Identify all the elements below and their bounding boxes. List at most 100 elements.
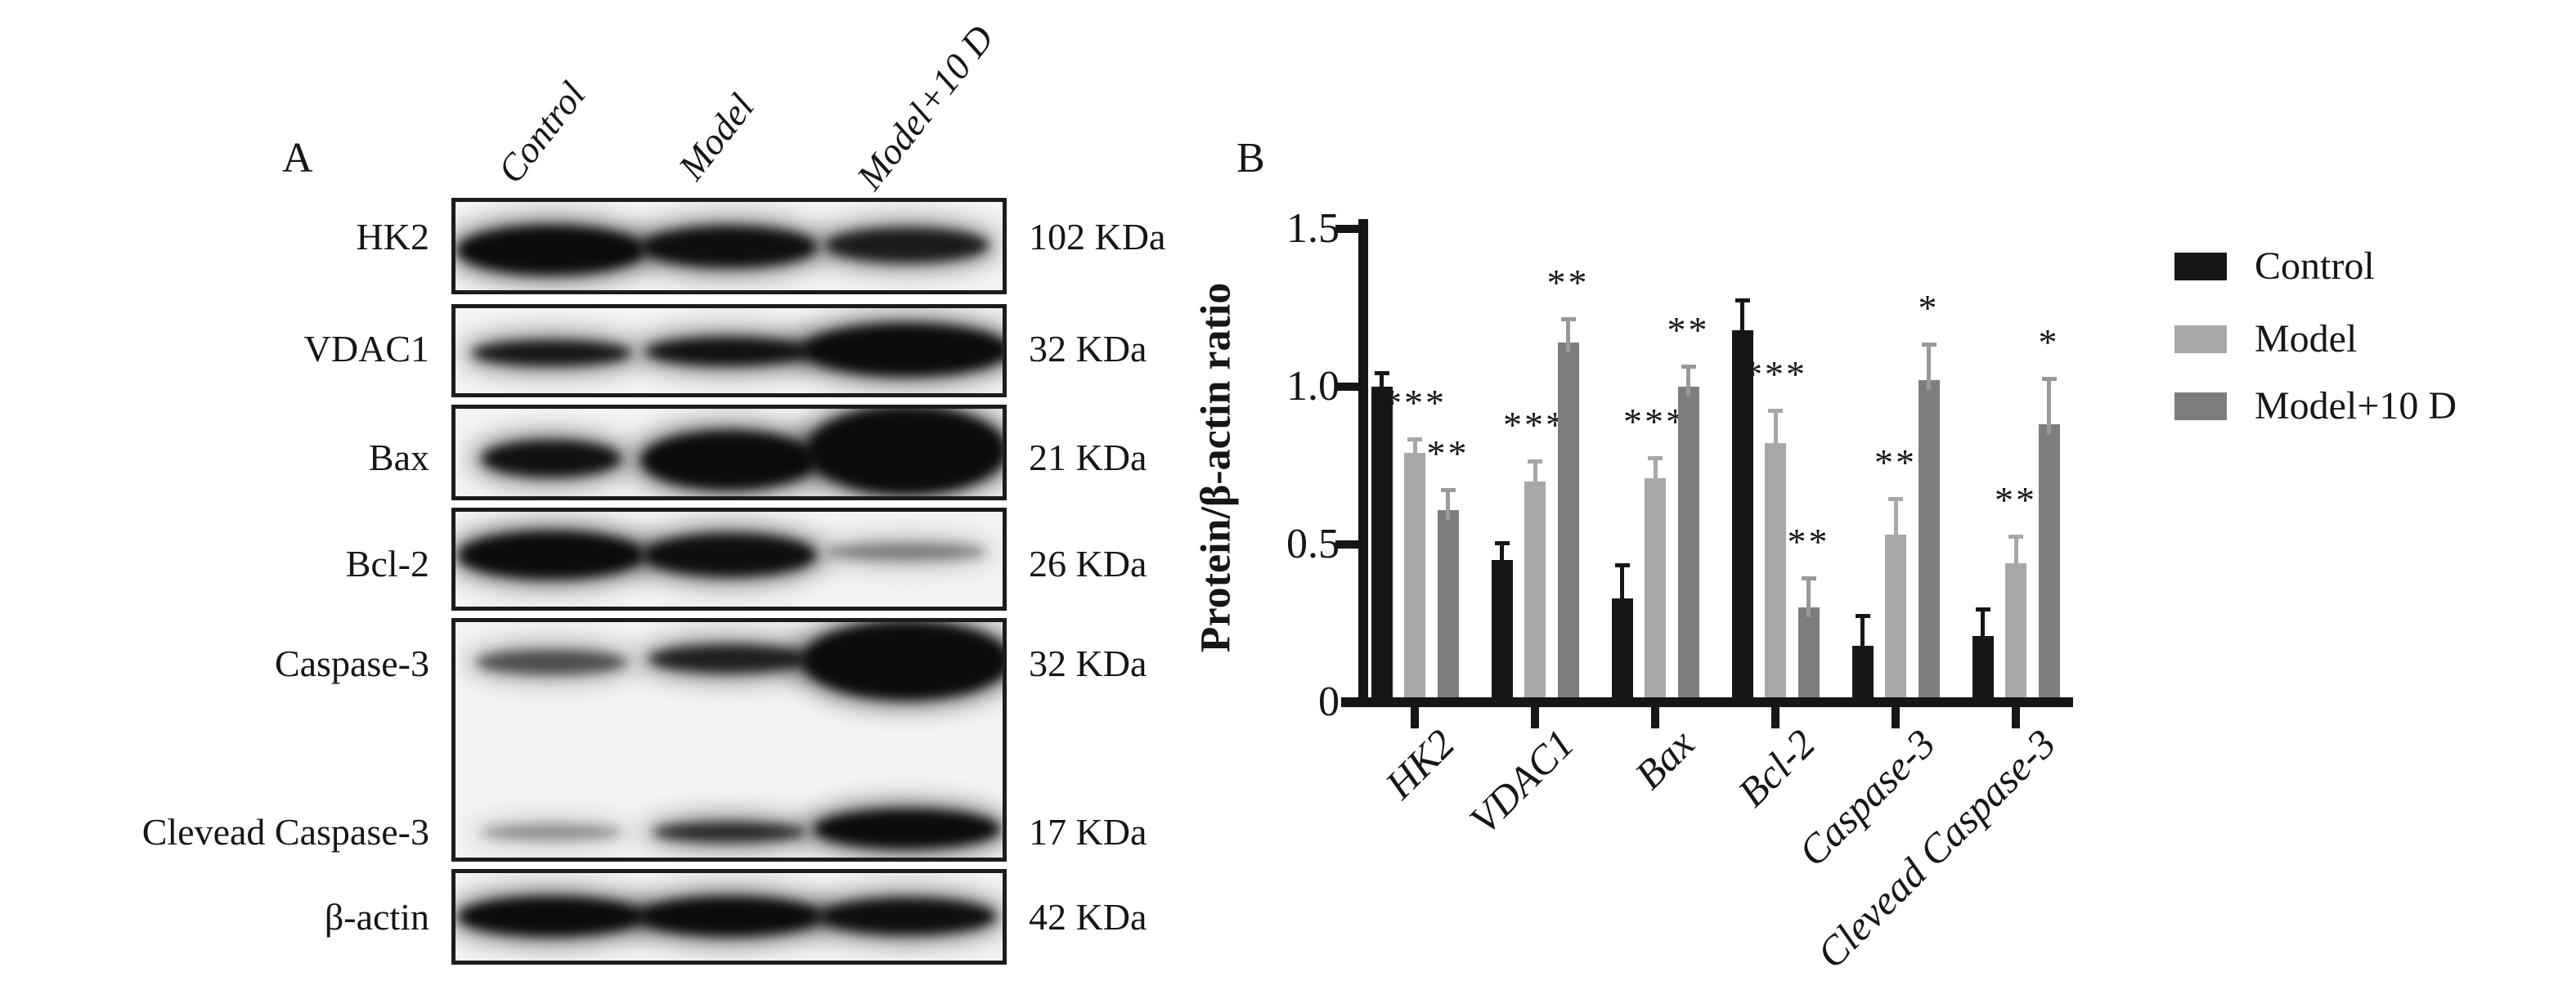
protein-label: Clevead Caspase-3 — [141, 811, 429, 853]
legend-swatch-model-10d — [2174, 392, 2227, 420]
y-tick-label: 1.5 — [1286, 205, 1340, 252]
bar-model-10-d-hk2 — [1437, 509, 1459, 707]
error-bar-cap — [1801, 576, 1816, 580]
significance-label: ** — [1426, 432, 1470, 474]
significance-label: *** — [1503, 403, 1567, 446]
error-bar-line — [1380, 370, 1384, 396]
error-bar-line — [1566, 317, 1570, 352]
error-bar-line — [2013, 535, 2018, 574]
error-bar-line — [1500, 541, 1504, 571]
bar-model-10-d-caspase-3 — [1918, 380, 1940, 707]
significance-label: *** — [1744, 353, 1807, 396]
blot-band — [642, 534, 816, 576]
bar-model-10-d-clevead-caspase-3 — [2038, 424, 2060, 707]
error-bar-line — [1893, 497, 1898, 545]
significance-label: *** — [1623, 400, 1687, 442]
blot-band — [652, 822, 806, 842]
legend-label-control: Control — [2255, 244, 2375, 288]
blot-band — [475, 650, 627, 674]
bar-model-10-d-bcl-2 — [1797, 607, 1820, 707]
kda-label: 32 KDa — [1029, 643, 1147, 684]
x-tick-label: HK2 — [1376, 720, 1463, 808]
error-bar-line — [1806, 576, 1811, 618]
legend-label-model: Model — [2255, 317, 2358, 361]
bar-control-clevead-caspase-3 — [1972, 635, 1994, 707]
kda-label: 21 KDa — [1029, 437, 1147, 478]
significance-label: ** — [1787, 520, 1830, 562]
panel-a-label: A — [282, 135, 313, 181]
y-tick — [1335, 540, 1358, 549]
error-bar-line — [1981, 607, 1985, 646]
blot-band — [827, 543, 987, 561]
kda-label: 17 KDa — [1029, 811, 1147, 853]
protein-label: Caspase-3 — [274, 643, 429, 684]
blot-band — [645, 338, 813, 365]
blot-band — [824, 228, 989, 262]
x-tick — [1651, 707, 1659, 728]
lane-label-model-10d: Model+10 D — [848, 17, 1002, 198]
error-bar-line — [1446, 487, 1450, 520]
blot-band — [648, 645, 810, 673]
legend-label-model-10d: Model+10 D — [2255, 384, 2457, 428]
blot-box — [451, 618, 1007, 862]
error-bar-cap — [1855, 613, 1870, 618]
blot-band — [806, 409, 1003, 495]
x-axis — [1341, 697, 2073, 707]
bar-model-vdac1 — [1524, 481, 1546, 707]
error-bar-cap — [1735, 298, 1750, 302]
error-bar-cap — [1407, 437, 1422, 441]
x-tick-label: VDAC1 — [1461, 720, 1583, 843]
x-tick — [1531, 707, 1539, 728]
blot-box — [451, 198, 1007, 294]
blot-band — [641, 226, 817, 267]
blot-box — [451, 508, 1007, 611]
blot-box — [451, 304, 1007, 397]
kda-label: 32 KDa — [1029, 328, 1147, 370]
blot-band — [802, 324, 1003, 376]
y-tick-label: 1.0 — [1286, 363, 1340, 410]
blot-band — [813, 809, 1000, 849]
blot-band-halo — [469, 818, 634, 847]
blot-band — [458, 531, 645, 579]
error-bar-cap — [1494, 541, 1510, 546]
error-bar-line — [2047, 377, 2051, 435]
error-bar-line — [1740, 298, 1744, 340]
protein-label: VDAC1 — [303, 328, 429, 370]
error-bar-line — [1653, 455, 1658, 488]
blot-band — [479, 825, 623, 840]
significance-label: * — [1918, 286, 1940, 329]
bar-control-vdac1 — [1491, 560, 1513, 707]
blot-band — [802, 622, 1003, 700]
error-bar-cap — [1921, 342, 1936, 347]
bar-model-clevead-caspase-3 — [2005, 563, 2026, 707]
error-bar-cap — [1440, 487, 1456, 492]
blot-band — [458, 897, 645, 936]
significance-label: ** — [1995, 479, 2037, 522]
error-bar-cap — [1768, 409, 1783, 414]
significance-label: ** — [1667, 308, 1710, 351]
error-bar-cap — [2041, 377, 2057, 382]
significance-label: ** — [1546, 262, 1590, 304]
y-tick — [1335, 225, 1358, 233]
bar-model-bax — [1645, 477, 1666, 707]
error-bar-cap — [1528, 459, 1542, 464]
blot-band — [471, 341, 631, 365]
x-tick — [1411, 707, 1419, 728]
error-bar-line — [1860, 613, 1865, 656]
significance-label: ** — [1874, 441, 1917, 484]
bar-control-hk2 — [1371, 387, 1393, 707]
blot-band-halo — [816, 535, 998, 568]
blot-box — [451, 405, 1007, 500]
lane-label-control: Control — [489, 74, 594, 191]
kda-label: 26 KDa — [1029, 543, 1147, 585]
blot-band — [482, 441, 622, 477]
error-bar-cap — [1888, 497, 1903, 502]
error-bar-line — [1412, 437, 1417, 464]
error-bar-line — [1533, 459, 1537, 491]
bar-control-caspase-3 — [1851, 645, 1874, 707]
error-bar-line — [1773, 409, 1778, 454]
legend-swatch-model — [2174, 325, 2227, 353]
x-tick-label: Bax — [1626, 720, 1703, 798]
protein-label: Bcl-2 — [345, 543, 429, 585]
